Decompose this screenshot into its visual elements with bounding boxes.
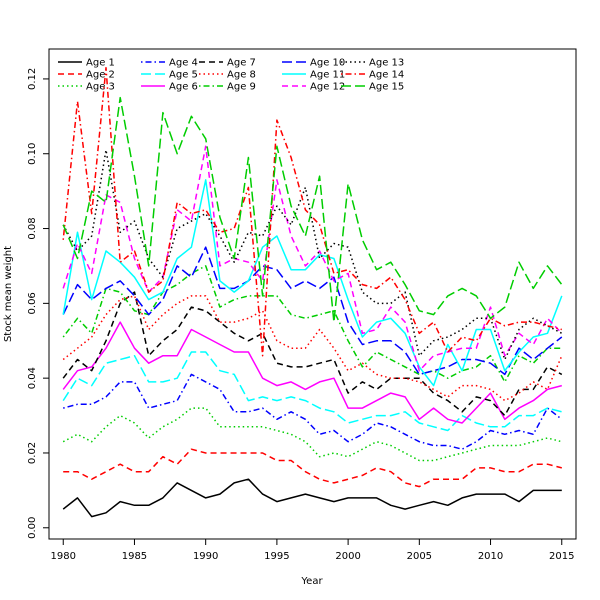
x-tick-label: 1990 bbox=[193, 551, 218, 562]
legend-label: Age 9 bbox=[227, 82, 256, 93]
y-axis-title: Stock mean weight bbox=[3, 246, 14, 342]
x-tick-label: 1995 bbox=[264, 551, 289, 562]
x-tick-label: 2010 bbox=[478, 551, 503, 562]
y-tick-label: 0.00 bbox=[27, 517, 38, 539]
x-tick-label: 2015 bbox=[549, 551, 574, 562]
x-tick-label: 1985 bbox=[122, 551, 147, 562]
series-line-age-13 bbox=[62, 149, 563, 361]
legend-label: Age 5 bbox=[169, 70, 198, 81]
x-tick-label: 1980 bbox=[51, 551, 76, 562]
y-tick-label: 0.06 bbox=[27, 292, 38, 314]
x-axis-title: Year bbox=[300, 576, 323, 587]
y-tick-label: 0.04 bbox=[27, 367, 38, 389]
legend-label: Age 3 bbox=[86, 82, 115, 93]
series-line-age-6 bbox=[62, 321, 562, 424]
legend-label: Age 2 bbox=[86, 70, 115, 81]
series-line-age-3 bbox=[62, 407, 562, 462]
series-line-age-12 bbox=[62, 145, 563, 372]
legend-label: Age 7 bbox=[227, 58, 256, 69]
series-line-age-15 bbox=[62, 96, 563, 323]
series-line-age-14 bbox=[62, 66, 562, 357]
legend-label: Age 4 bbox=[169, 58, 198, 69]
legend-label: Age 13 bbox=[369, 58, 404, 69]
y-tick-label: 0.10 bbox=[27, 143, 38, 165]
series-line-age-9 bbox=[62, 265, 562, 383]
series-line-age-4 bbox=[63, 373, 563, 450]
series-line-age-11 bbox=[62, 179, 563, 387]
legend-label: Age 10 bbox=[310, 58, 345, 69]
series-line-age-10 bbox=[62, 246, 563, 376]
x-tick-label: 2005 bbox=[407, 551, 432, 562]
legend-label: Age 1 bbox=[86, 58, 115, 69]
legend-label: Age 12 bbox=[310, 82, 345, 93]
series-line-age-5 bbox=[62, 351, 562, 432]
y-tick-label: 0.02 bbox=[27, 442, 38, 464]
y-tick-label: 0.12 bbox=[27, 68, 38, 90]
series-line-age-7 bbox=[62, 291, 563, 417]
y-axis: 0.00 0.02 0.04 0.06 0.08 0.10 0.12 bbox=[27, 68, 49, 539]
x-axis: 1980 1985 1990 1995 2000 2005 2010 2015 bbox=[51, 539, 574, 562]
legend-label: Age 14 bbox=[369, 70, 404, 81]
legend-label: Age 15 bbox=[369, 82, 404, 93]
series-layer bbox=[62, 66, 563, 518]
series-line-age-2 bbox=[63, 448, 562, 488]
legend-label: Age 8 bbox=[227, 70, 256, 81]
legend-label: Age 11 bbox=[310, 70, 345, 81]
legend-label: Age 6 bbox=[169, 82, 198, 93]
series-line-age-1 bbox=[62, 478, 562, 518]
plot-frame bbox=[48, 48, 577, 540]
x-tick-label: 2000 bbox=[335, 551, 360, 562]
y-tick-label: 0.08 bbox=[27, 217, 38, 239]
